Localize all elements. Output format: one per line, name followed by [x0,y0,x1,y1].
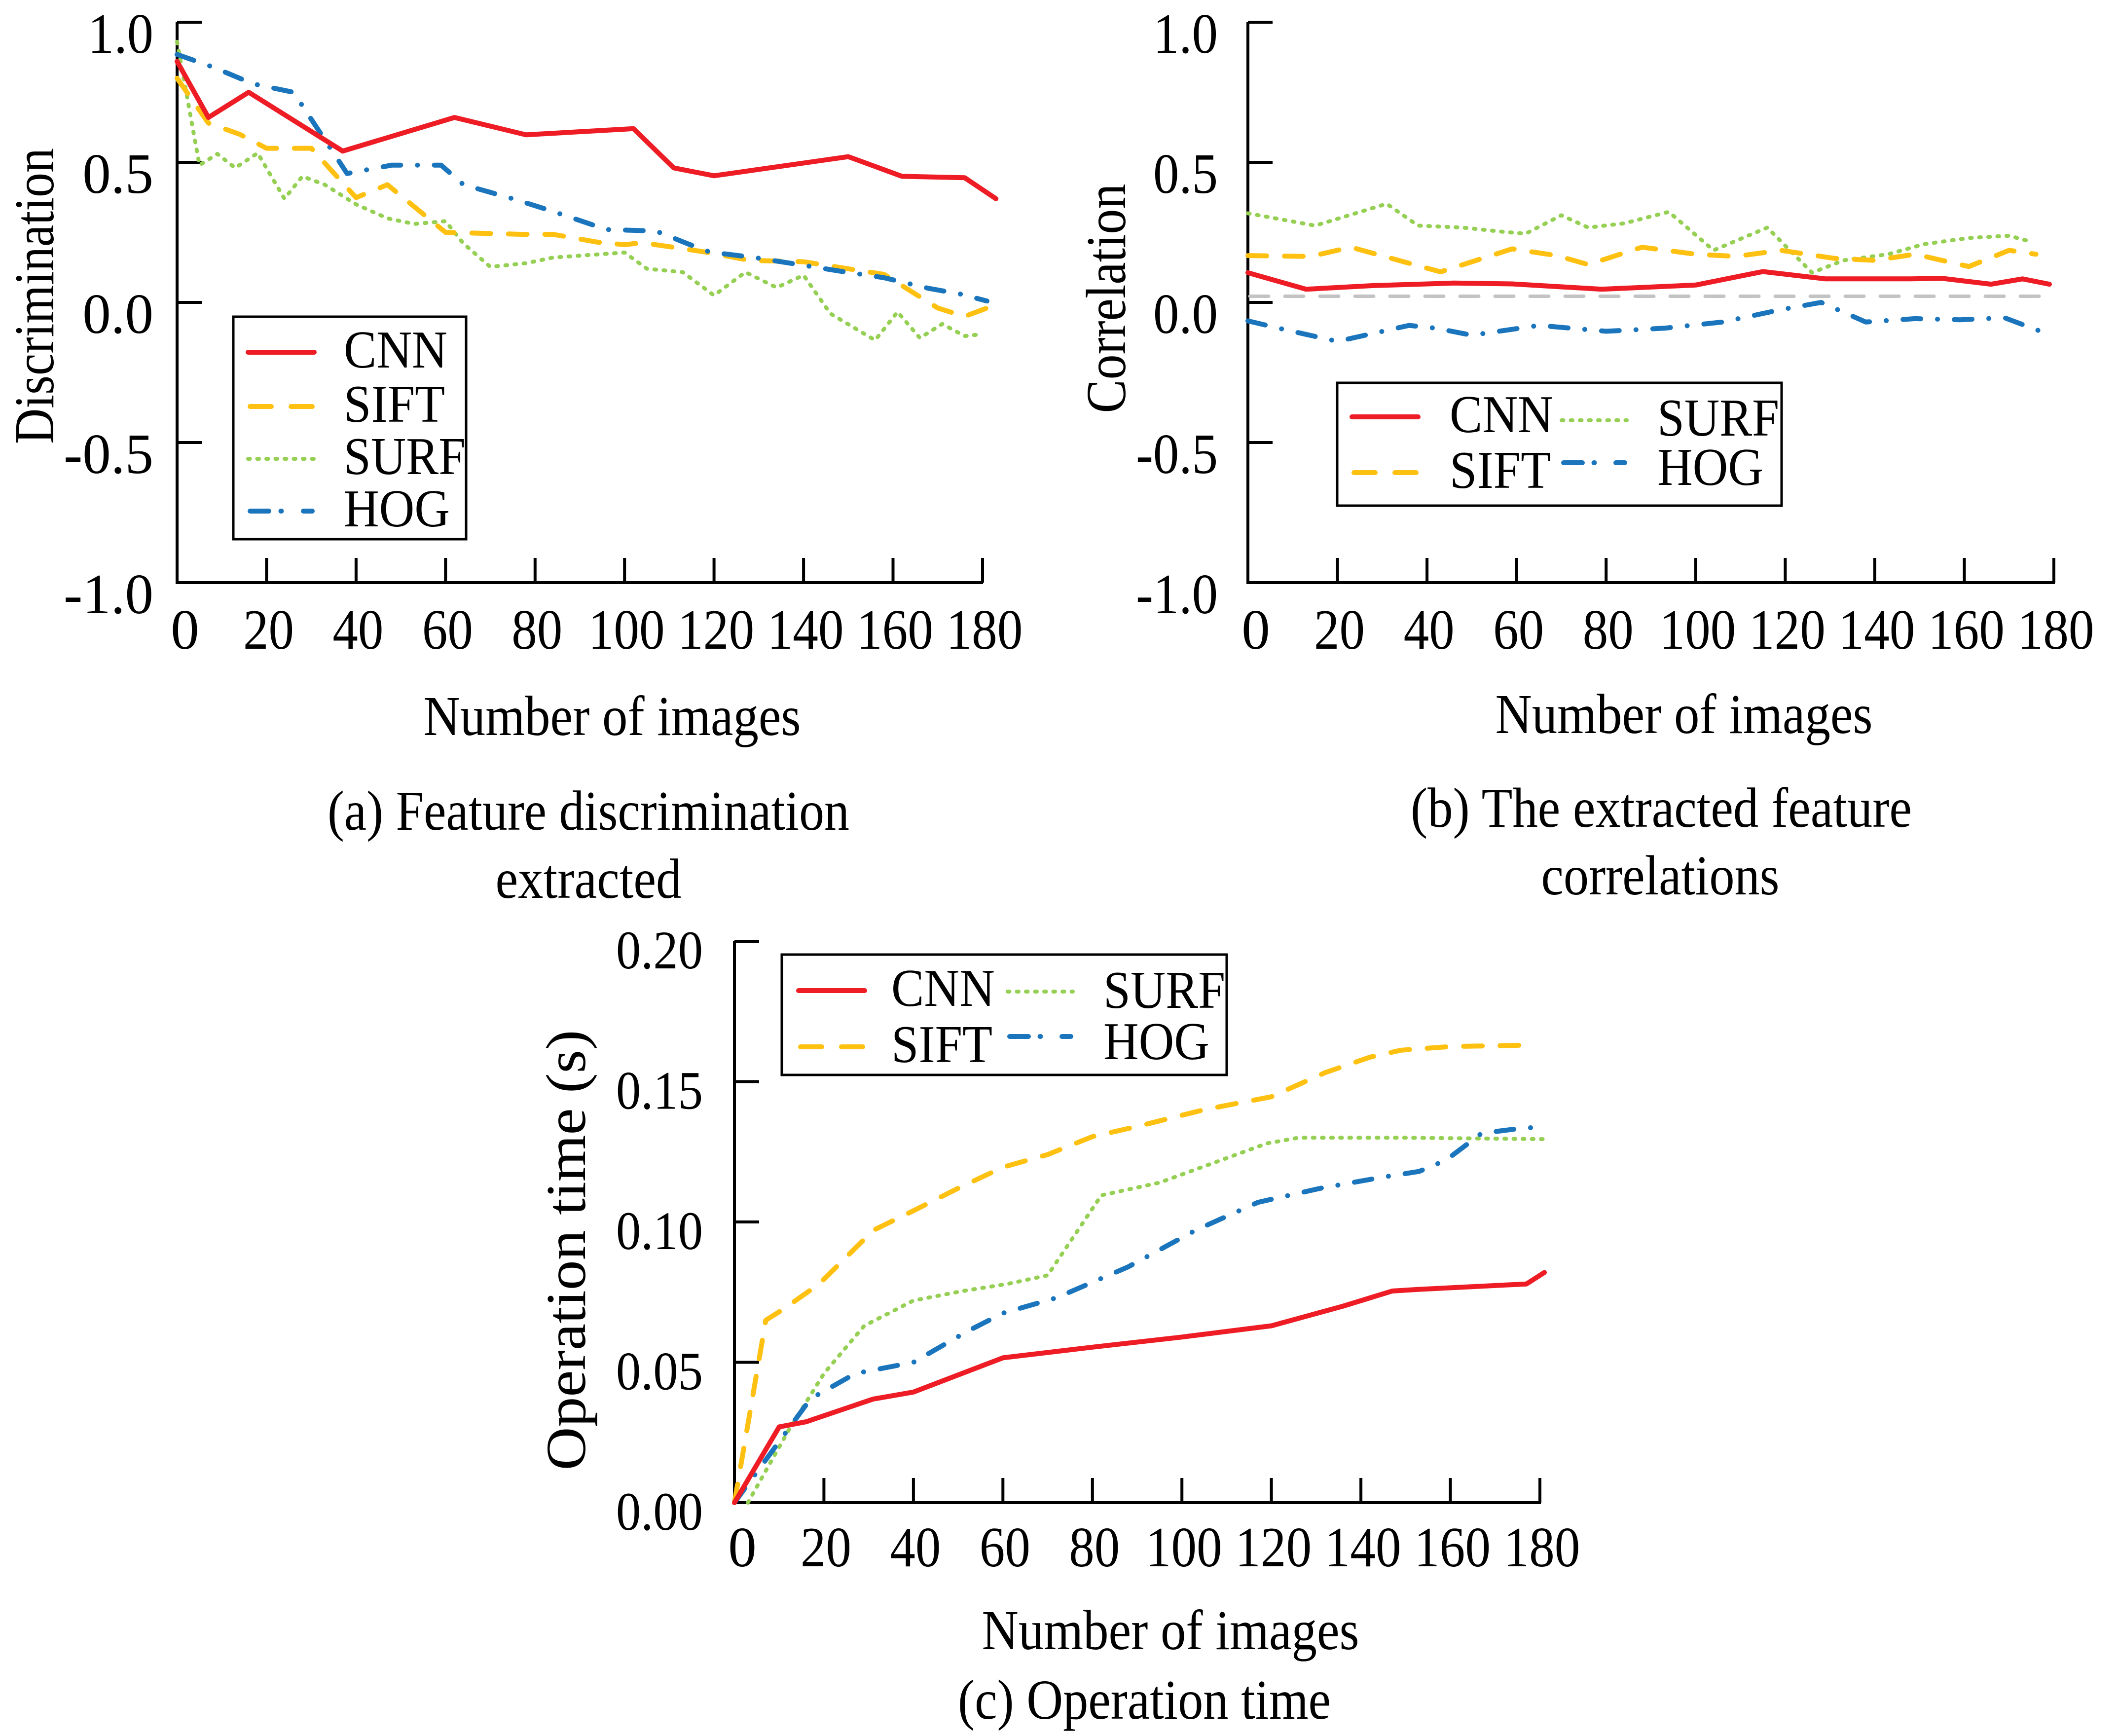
svg-text:0.0: 0.0 [1153,283,1218,345]
svg-text:Number of images: Number of images [1496,683,1873,745]
svg-text:CNN: CNN [344,321,447,379]
svg-text:-0.5: -0.5 [64,423,153,485]
svg-text:HOG: HOG [344,480,450,538]
svg-text:extracted: extracted [496,848,682,910]
svg-text:-1.0: -1.0 [1136,563,1218,626]
svg-text:0.10: 0.10 [616,1201,703,1261]
svg-text:SURF: SURF [1657,389,1779,447]
svg-text:20: 20 [243,598,294,661]
svg-text:80: 80 [1583,598,1634,661]
svg-text:Number of images: Number of images [424,685,801,747]
svg-text:SIFT: SIFT [891,1015,992,1074]
svg-text:1.0: 1.0 [1153,2,1218,65]
svg-text:HOG: HOG [1657,438,1763,497]
svg-text:40: 40 [890,1516,941,1579]
svg-text:0.20: 0.20 [616,920,703,980]
svg-text:40: 40 [332,598,383,661]
svg-text:(c) Operation time: (c) Operation time [958,1668,1331,1731]
svg-text:SURF: SURF [344,427,466,486]
svg-text:120: 120 [678,598,754,661]
svg-text:CNN: CNN [891,959,995,1018]
svg-text:60: 60 [980,1516,1030,1579]
svg-text:120: 120 [1749,598,1826,661]
svg-text:140: 140 [1838,598,1915,661]
svg-text:100: 100 [1659,598,1736,661]
svg-text:correlations: correlations [1541,844,1780,907]
svg-text:160: 160 [1414,1516,1491,1579]
svg-text:-1.0: -1.0 [64,563,153,626]
svg-text:120: 120 [1235,1516,1312,1579]
svg-text:0.00: 0.00 [616,1481,703,1542]
svg-text:60: 60 [422,598,473,661]
svg-text:SURF: SURF [1103,961,1225,1020]
svg-text:Correlation: Correlation [1075,184,1137,413]
svg-text:180: 180 [946,598,1022,661]
svg-text:0.5: 0.5 [1153,143,1218,205]
svg-text:(a) Feature discrimination: (a) Feature discrimination [328,779,849,842]
svg-text:180: 180 [2018,598,2094,661]
svg-text:HOG: HOG [1103,1012,1209,1071]
svg-text:Discrimination: Discrimination [3,148,66,444]
svg-text:1.0: 1.0 [88,2,153,65]
svg-text:Number of images: Number of images [982,1599,1359,1662]
svg-text:40: 40 [1404,598,1455,661]
svg-text:0.5: 0.5 [82,143,153,205]
svg-text:20: 20 [1314,598,1365,661]
svg-text:100: 100 [588,598,665,661]
svg-text:0.05: 0.05 [616,1341,703,1402]
svg-text:100: 100 [1146,1516,1222,1579]
svg-text:SIFT: SIFT [344,375,445,434]
svg-text:Operation time (s): Operation time (s) [535,1030,597,1471]
svg-text:180: 180 [1503,1516,1580,1579]
svg-text:0: 0 [171,598,199,661]
svg-text:SIFT: SIFT [1450,441,1551,500]
svg-text:(b) The extracted feature: (b) The extracted feature [1411,776,1912,839]
svg-text:140: 140 [767,598,844,661]
svg-text:-0.5: -0.5 [1136,423,1218,485]
svg-text:0.0: 0.0 [82,283,153,345]
svg-text:160: 160 [1928,598,2005,661]
svg-text:80: 80 [511,598,562,661]
svg-text:140: 140 [1325,1516,1401,1579]
svg-text:0: 0 [1242,598,1270,661]
svg-text:0.15: 0.15 [616,1061,703,1121]
svg-text:160: 160 [857,598,933,661]
svg-text:CNN: CNN [1450,385,1553,444]
svg-text:80: 80 [1069,1516,1120,1579]
svg-text:20: 20 [801,1516,851,1579]
svg-text:60: 60 [1493,598,1544,661]
svg-text:0: 0 [728,1516,757,1579]
